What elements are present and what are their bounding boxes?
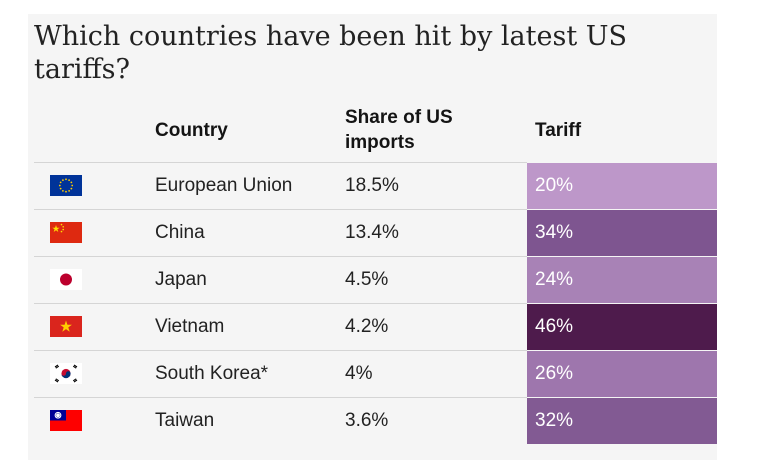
row-divider — [34, 162, 527, 163]
table-row: Taiwan 3.6% 32% — [28, 397, 717, 444]
row-divider — [34, 303, 527, 304]
flag-cell — [34, 303, 98, 350]
taiwan-flag-icon — [50, 410, 82, 431]
tariff-column-header: Tariff — [535, 119, 582, 141]
country-column-header: Country — [155, 119, 228, 141]
share-column-header: Share of US imports — [345, 107, 453, 153]
country-cell-south-korea: South Korea* — [155, 362, 269, 384]
tariff-cell: 46% — [527, 303, 717, 350]
country-cell-vietnam: Vietnam — [155, 315, 225, 337]
table-row: European Union 18.5% 20% — [28, 162, 717, 209]
share-cell: 13.4% — [345, 221, 399, 243]
flag-cell — [34, 397, 98, 444]
vietnam-flag-icon — [50, 316, 82, 337]
tariff-cell: 24% — [527, 256, 717, 303]
flag-cell — [34, 162, 98, 209]
table-body: European Union 18.5% 20% China 13.4% 34% Japan… — [28, 162, 717, 444]
chart-title: Which countries have been hit by latest … — [34, 21, 628, 85]
japan-flag-icon — [50, 269, 82, 290]
row-divider — [34, 397, 527, 398]
table-row: Vietnam 4.2% 46% — [28, 303, 717, 350]
tariff-cell: 26% — [527, 350, 717, 397]
share-cell: 3.6% — [345, 409, 389, 431]
row-divider — [34, 350, 527, 351]
country-cell-european-union: European Union — [155, 174, 293, 196]
table-row: Japan 4.5% 24% — [28, 256, 717, 303]
flag-cell — [34, 350, 98, 397]
flag-cell — [34, 209, 98, 256]
eu-flag-icon — [50, 175, 82, 196]
share-cell: 18.5% — [345, 174, 399, 196]
row-divider — [34, 256, 527, 257]
country-cell-japan: Japan — [155, 268, 207, 290]
country-cell-taiwan: Taiwan — [155, 409, 215, 431]
country-cell-china: China — [155, 221, 205, 243]
china-flag-icon — [50, 222, 82, 243]
tariff-cell: 32% — [527, 397, 717, 444]
flag-cell — [34, 256, 98, 303]
tariff-cell: 34% — [527, 209, 717, 256]
south-korea-flag-icon — [50, 363, 82, 384]
tariff-cell: 20% — [527, 162, 717, 209]
row-divider — [34, 209, 527, 210]
share-cell: 4% — [345, 362, 373, 384]
share-cell: 4.5% — [345, 268, 389, 290]
table-row: China 13.4% 34% — [28, 209, 717, 256]
tariff-table-card: Which countries have been hit by latest … — [28, 14, 717, 460]
table-row: South Korea* 4% 26% — [28, 350, 717, 397]
share-cell: 4.2% — [345, 315, 389, 337]
